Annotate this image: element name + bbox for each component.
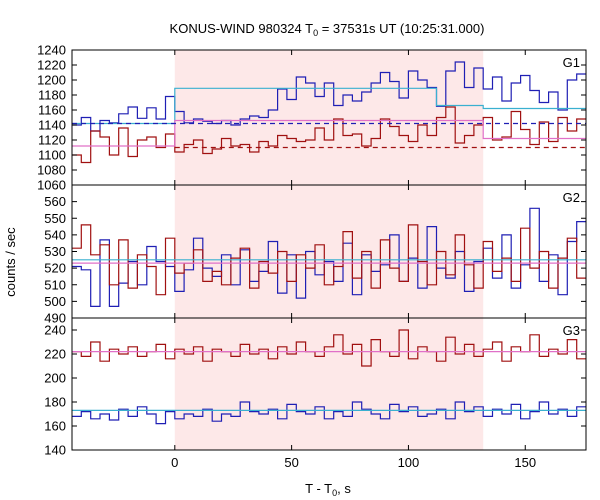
highlight-region-g1	[174, 50, 484, 185]
y-tick-label: 550	[44, 211, 66, 226]
x-tick-label: 150	[514, 455, 536, 470]
panel-label-g1: G1	[563, 55, 580, 70]
chart-title-subscript: 0	[313, 28, 318, 38]
y-tick-label: 1120	[38, 133, 66, 148]
y-tick-label: 140	[44, 443, 66, 458]
y-tick-label: 240	[44, 323, 66, 338]
series-g2-1	[72, 207, 586, 307]
highlight-region-g3	[174, 318, 484, 450]
y-tick-label: 1060	[37, 178, 66, 193]
y-tick-label: 1160	[38, 103, 66, 118]
panel-label-g3: G3	[563, 323, 580, 338]
plot-area: 1060108011001120114011601180120012201240…	[37, 43, 587, 470]
chart-title: KONUS-WIND 980324 T0 = 37531s UT (10:25:…	[170, 21, 485, 38]
series-g3-1	[72, 401, 586, 425]
y-tick-label: 520	[44, 261, 66, 276]
y-axis-label: counts / sec	[3, 227, 18, 297]
x-axis-label-subscript: 0	[332, 488, 337, 498]
y-tick-label: 160	[44, 419, 66, 434]
y-tick-label: 500	[44, 294, 66, 309]
series-g1-2	[72, 106, 586, 164]
y-tick-label: 1100	[38, 148, 66, 163]
y-tick-label: 1140	[38, 118, 66, 133]
fit-line-g1-1	[72, 87, 586, 125]
y-tick-label: 180	[44, 395, 66, 410]
y-tick-label: 1220	[37, 58, 66, 73]
y-tick-label: 1240	[37, 43, 66, 58]
y-tick-label: 530	[44, 244, 66, 259]
y-tick-label: 1180	[38, 88, 66, 103]
x-tick-label: 50	[284, 455, 298, 470]
y-tick-label: 200	[44, 371, 66, 386]
x-tick-label: 100	[398, 455, 420, 470]
fit-line-g1-2	[72, 119, 586, 147]
series-g2-2	[72, 224, 586, 296]
y-tick-label: 560	[44, 194, 66, 209]
highlight-region-g2	[174, 185, 484, 318]
series-g1-1	[72, 61, 586, 132]
x-axis-label: T - T0, s	[305, 481, 351, 498]
x-tick-label: 0	[171, 455, 178, 470]
series-g3-2	[72, 329, 586, 367]
panel-frame-g3	[71, 317, 587, 451]
y-tick-label: 490	[44, 311, 66, 326]
y-tick-label: 510	[44, 277, 66, 292]
y-tick-label: 1200	[37, 73, 66, 88]
panel-label-g2: G2	[563, 190, 580, 205]
y-tick-label: 220	[44, 347, 66, 362]
y-tick-label: 1080	[37, 163, 66, 178]
y-tick-label: 540	[44, 227, 66, 242]
